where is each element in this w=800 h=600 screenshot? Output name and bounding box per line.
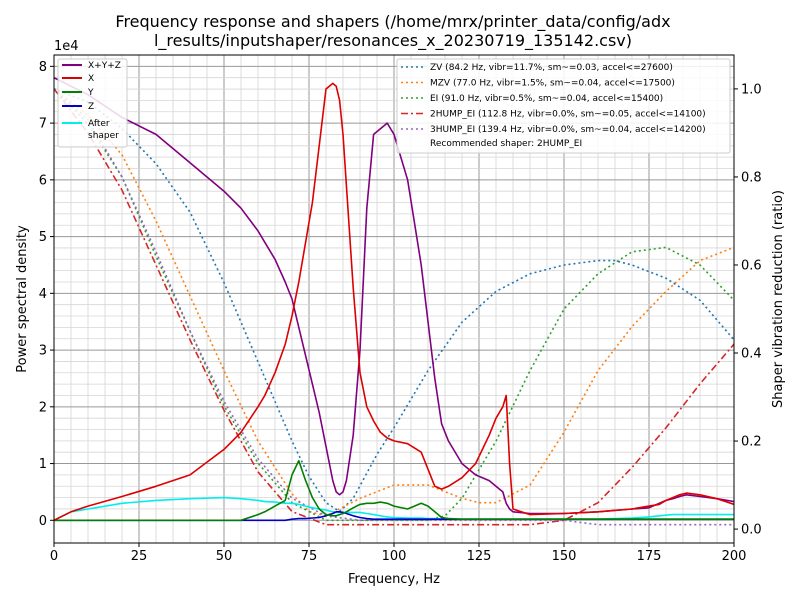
shaper-curves xyxy=(54,88,734,526)
x-tick-label: 25 xyxy=(131,549,148,564)
y2-tick-label: 0.8 xyxy=(741,170,762,185)
psd-line xyxy=(54,82,734,522)
y2-axis-ticks: 0.0 0.2 0.4 0.6 0.8 1.0 xyxy=(734,82,762,538)
shaper-line xyxy=(54,88,734,526)
x-tick-label: 50 xyxy=(216,549,233,564)
y-tick-label: 7 xyxy=(39,117,47,132)
y-tick-label: 2 xyxy=(39,400,47,415)
x-tick-label: 100 xyxy=(382,549,407,564)
y-tick-label: 8 xyxy=(39,60,47,75)
legend-left-label: shaper xyxy=(88,131,119,141)
legend-right-label: ZV (84.2 Hz, vibr=11.7%, sm~=0.03, accel… xyxy=(430,63,673,73)
x-axis-label: Frequency, Hz xyxy=(348,572,440,587)
y-tick-label: 6 xyxy=(39,173,47,188)
legend-left-box xyxy=(57,58,128,148)
x-tick-label: 175 xyxy=(637,549,662,564)
y2-tick-label: 0.0 xyxy=(741,523,762,538)
shaper-line xyxy=(54,88,734,517)
y-tick-label: 4 xyxy=(39,287,47,302)
psd-curves xyxy=(54,76,734,522)
legend-left: X+Y+Z XYZ After shaper xyxy=(57,58,128,148)
y-tick-label: 3 xyxy=(39,344,47,359)
legend-right-label: EI (91.0 Hz, vibr=0.5%, sm~=0.04, accel<… xyxy=(430,94,663,104)
legend-left-label: Z xyxy=(88,102,94,112)
legend-right-box xyxy=(396,58,731,154)
x-tick-label: 75 xyxy=(301,549,318,564)
x-tick-label: 200 xyxy=(722,549,747,564)
chart-title-line2: l_results/inputshaper/resonances_x_20230… xyxy=(154,31,632,51)
legend-left-label: After xyxy=(88,119,110,129)
shaper-line xyxy=(54,88,734,526)
y-offset-label: 1e4 xyxy=(54,39,79,54)
legend-left-label: Y xyxy=(87,88,94,98)
legend-recommended-label: Recommended shaper: 2HUMP_EI xyxy=(430,139,582,149)
y2-tick-label: 0.6 xyxy=(741,258,762,273)
y-tick-label: 5 xyxy=(39,230,47,245)
x-tick-label: 0 xyxy=(50,549,58,564)
grid xyxy=(53,55,735,543)
y2-tick-label: 0.2 xyxy=(741,435,762,450)
x-tick-label: 125 xyxy=(467,549,492,564)
legend-right: ZV (84.2 Hz, vibr=11.7%, sm~=0.03, accel… xyxy=(396,58,731,154)
y2-tick-label: 1.0 xyxy=(741,82,762,97)
legend-left-label: X+Y+Z xyxy=(88,61,121,71)
psd-line xyxy=(54,459,734,522)
shaper-line xyxy=(54,88,734,513)
legend-left-label: X xyxy=(88,74,94,84)
y-tick-label: 1 xyxy=(39,457,47,472)
legend-right-label: 3HUMP_EI (139.4 Hz, vibr=0.0%, sm~=0.04,… xyxy=(430,125,706,135)
y-axis-ticks: 0 1 2 3 4 5 6 7 8 xyxy=(39,60,54,529)
x-tick-label: 150 xyxy=(552,549,577,564)
y-tick-label: 0 xyxy=(39,514,47,529)
y2-axis-label: Shaper vibration reduction (ratio) xyxy=(771,190,786,408)
y-axis-label: Power spectral density xyxy=(15,225,30,373)
y2-tick-label: 0.4 xyxy=(741,347,762,362)
legend-right-label: MZV (77.0 Hz, vibr=1.5%, sm~=0.04, accel… xyxy=(430,79,675,89)
x-axis-ticks: 0 25 50 75 100 125 150 175 200 xyxy=(50,543,747,564)
chart-title-line1: Frequency response and shapers (/home/mr… xyxy=(115,12,670,32)
legend-right-label: 2HUMP_EI (112.8 Hz, vibr=0.0%, sm~=0.05,… xyxy=(430,110,706,120)
